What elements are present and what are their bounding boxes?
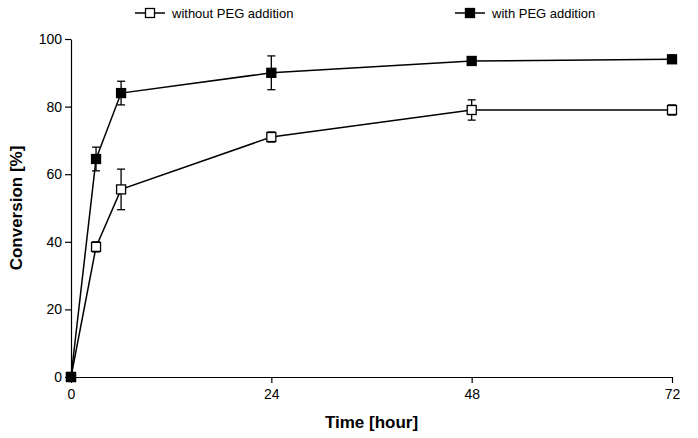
y-tick: 20 xyxy=(46,301,71,317)
error-bar xyxy=(117,81,125,105)
data-point xyxy=(467,56,476,65)
y-tick-mark xyxy=(65,309,71,310)
error-bar-cap xyxy=(117,209,125,210)
y-tick-label: 40 xyxy=(46,234,62,250)
error-bar xyxy=(267,132,275,142)
y-axis-title: Conversion [%] xyxy=(7,146,26,271)
error-bar-cap xyxy=(117,81,125,82)
y-axis: 0 20 40 60 80 100 xyxy=(39,31,72,385)
error-bar-cap xyxy=(92,170,100,171)
x-tick-mark xyxy=(472,377,473,383)
error-bar xyxy=(92,242,100,252)
error-bar xyxy=(468,100,476,120)
series-line xyxy=(71,59,672,377)
x-axis-line xyxy=(72,377,673,378)
error-bar-cap xyxy=(267,55,275,56)
data-point xyxy=(92,242,101,251)
data-point xyxy=(92,154,101,163)
y-tick: 40 xyxy=(46,234,71,250)
error-bar xyxy=(267,56,275,90)
y-tick-label: 60 xyxy=(46,166,62,182)
y-tick: 100 xyxy=(39,31,71,47)
x-tick: 48 xyxy=(464,377,480,402)
series-group xyxy=(67,55,677,382)
data-point xyxy=(467,105,476,114)
error-bar-cap xyxy=(267,89,275,90)
x-tick-label: 72 xyxy=(665,386,681,402)
x-axis: 0 24 48 72 xyxy=(68,377,681,402)
legend-marker xyxy=(146,9,155,18)
y-axis-line xyxy=(71,40,72,378)
x-tick-mark xyxy=(672,377,673,383)
data-point xyxy=(668,105,677,114)
y-tick: 80 xyxy=(46,99,71,115)
series-line xyxy=(71,110,672,377)
data-point xyxy=(117,185,126,194)
plot-area: 0 24 48 72 0 20 40 60 80 100 xyxy=(39,31,681,402)
y-tick-label: 100 xyxy=(39,31,63,47)
y-tick-mark xyxy=(65,106,71,107)
data-point xyxy=(267,133,276,142)
x-tick-label: 48 xyxy=(464,386,480,402)
error-bar xyxy=(668,105,676,115)
data-point xyxy=(67,373,76,382)
y-tick-label: 0 xyxy=(54,369,62,385)
y-tick-mark xyxy=(65,242,71,243)
x-tick-label: 24 xyxy=(264,386,280,402)
chart: 0 24 48 72 0 20 40 60 80 100 Time [hour] Conversion… xyxy=(0,0,698,438)
legend-label: with PEG addition xyxy=(491,6,595,21)
y-tick: 60 xyxy=(46,166,71,182)
x-axis-title: Time [hour] xyxy=(325,413,418,432)
error-bar-cap xyxy=(468,99,476,100)
y-tick-label: 80 xyxy=(46,99,62,115)
y-tick-mark xyxy=(65,39,71,40)
x-tick: 24 xyxy=(264,377,280,402)
x-tick-label: 0 xyxy=(68,386,76,402)
error-bar-cap xyxy=(468,119,476,120)
error-bar-cap xyxy=(92,147,100,148)
x-tick: 72 xyxy=(665,377,681,402)
data-point xyxy=(668,55,677,64)
error-bar xyxy=(92,147,100,171)
y-tick-mark xyxy=(65,174,71,175)
error-bar-cap xyxy=(117,104,125,105)
legend-marker xyxy=(466,9,475,18)
data-point xyxy=(117,89,126,98)
data-point xyxy=(267,68,276,77)
legend-item: with PEG addition xyxy=(455,6,595,21)
error-bar-cap xyxy=(117,168,125,169)
legend-label: without PEG addition xyxy=(171,6,293,21)
legend: without PEG addition with PEG addition xyxy=(135,6,595,21)
data-point xyxy=(67,373,76,382)
x-tick-mark xyxy=(271,377,272,383)
error-bar xyxy=(117,169,125,210)
y-tick-label: 20 xyxy=(46,301,62,317)
legend-item: without PEG addition xyxy=(135,6,293,21)
